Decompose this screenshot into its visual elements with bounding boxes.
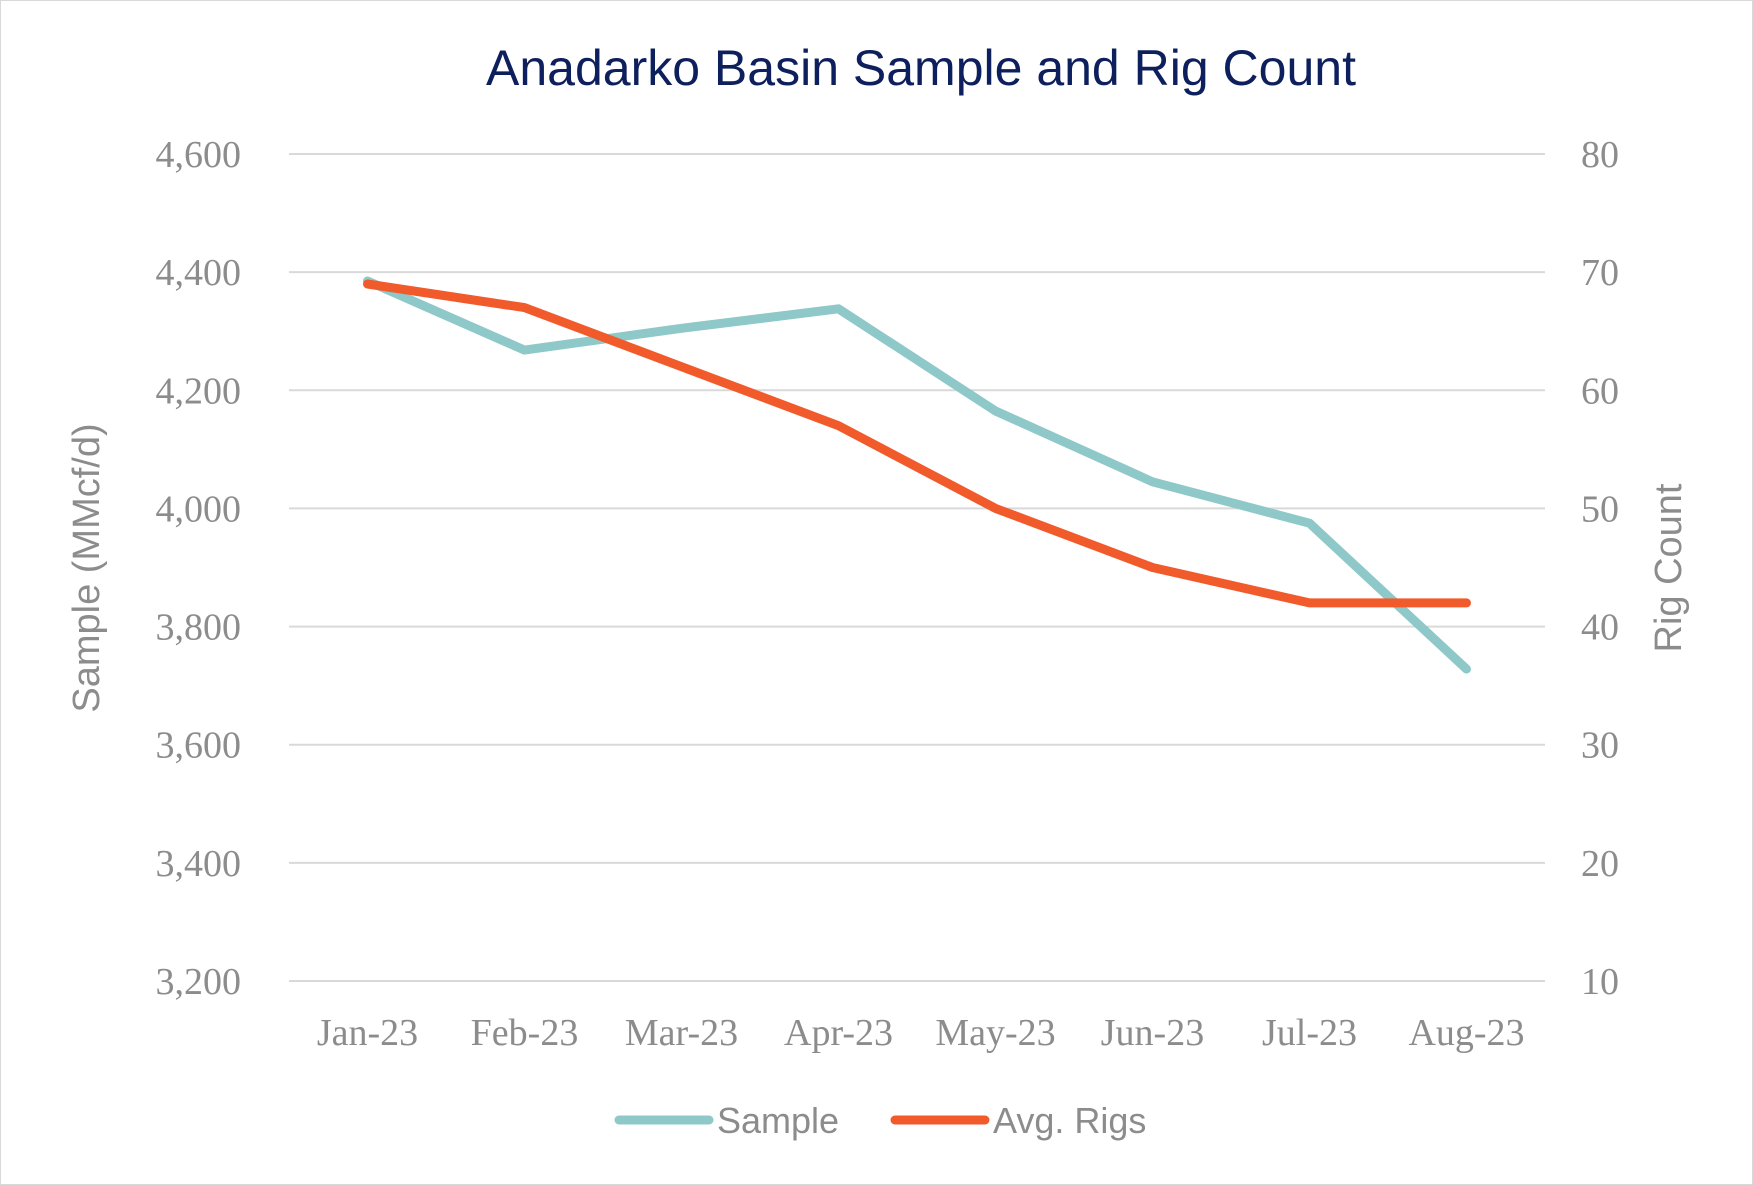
left-tick-label: 3,800 (156, 607, 242, 649)
legend-label-sample: Sample (717, 1100, 839, 1141)
right-tick-label: 60 (1581, 370, 1619, 412)
left-tick-label: 4,600 (156, 134, 242, 176)
left-tick-label: 4,400 (156, 252, 242, 294)
left-tick-label: 4,200 (156, 370, 242, 412)
right-tick-label: 30 (1581, 725, 1619, 767)
gridlines (289, 153, 1545, 982)
x-tick-label: Aug-23 (1408, 1012, 1524, 1054)
left-axis-ticks: 3,200 3,400 3,600 3,800 4,000 4,200 4,400 4,600 (156, 134, 242, 1003)
x-tick-label: May-23 (935, 1012, 1055, 1054)
series-line-sample (363, 276, 1471, 674)
right-axis-title: Rig Count (1648, 483, 1690, 652)
left-tick-label: 3,400 (156, 843, 242, 885)
right-tick-label: 50 (1581, 488, 1619, 530)
x-tick-label: Jun-23 (1101, 1012, 1204, 1054)
x-tick-label: Apr-23 (784, 1012, 893, 1054)
series-lines (363, 276, 1471, 674)
right-tick-label: 70 (1581, 252, 1619, 294)
x-tick-label: Feb-23 (471, 1012, 579, 1054)
left-tick-label: 3,600 (156, 725, 242, 767)
x-tick-label: Mar-23 (625, 1012, 738, 1054)
right-tick-label: 20 (1581, 843, 1619, 885)
right-axis-ticks: 10 20 30 40 50 60 70 80 (1581, 134, 1619, 1003)
series-line-avg-rigs (363, 279, 1471, 608)
left-tick-label: 3,200 (156, 961, 242, 1003)
x-axis-ticks: Jan-23 Feb-23 Mar-23 Apr-23 May-23 Jun-23 Jul-… (317, 1012, 1525, 1054)
legend: Sample Avg. Rigs (614, 1100, 1146, 1141)
left-tick-label: 4,000 (156, 488, 242, 530)
right-tick-label: 40 (1581, 607, 1619, 649)
chart-title: Anadarko Basin Sample and Rig Count (486, 40, 1356, 96)
x-tick-label: Jan-23 (317, 1012, 418, 1054)
x-tick-label: Jul-23 (1262, 1012, 1357, 1054)
left-axis-title: Sample (MMcf/d) (66, 423, 108, 712)
legend-label-avg-rigs: Avg. Rigs (993, 1100, 1146, 1141)
right-tick-label: 80 (1581, 134, 1619, 176)
right-tick-label: 10 (1581, 961, 1619, 1003)
